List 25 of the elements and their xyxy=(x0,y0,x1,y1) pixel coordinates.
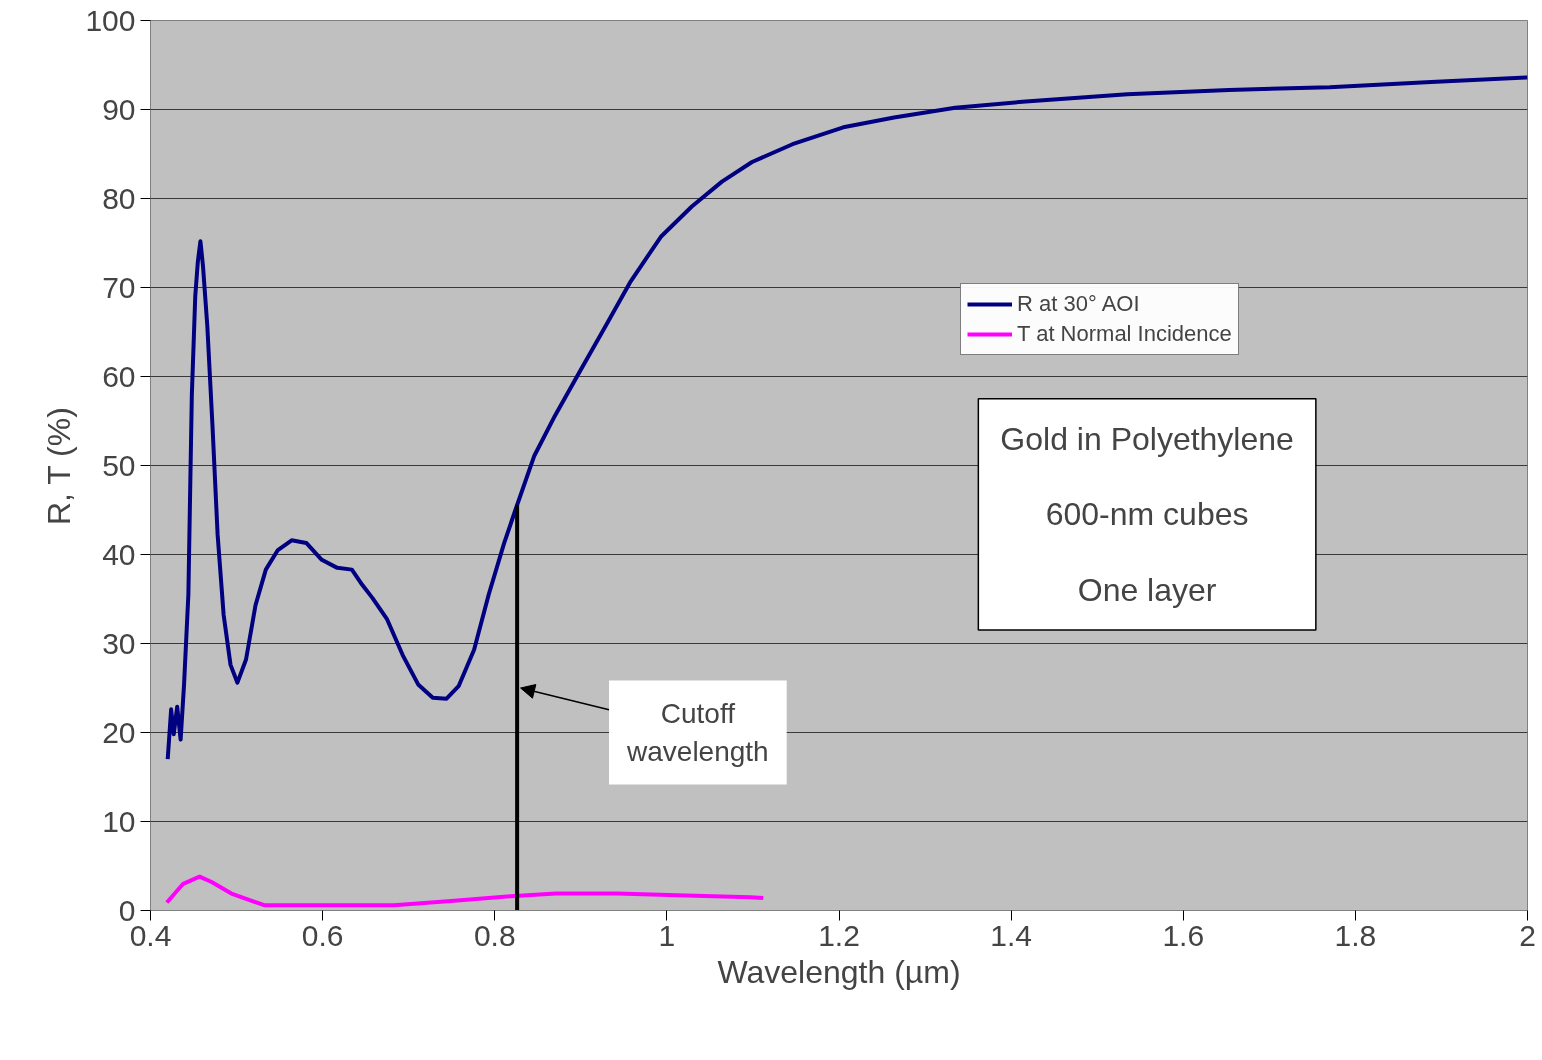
y-tick-label: 20 xyxy=(102,715,136,749)
text: Gold in Polyethylene 600-nm cubes One layer xyxy=(1000,420,1294,609)
y-tick-label: 80 xyxy=(102,181,136,215)
y-tick-label: 10 xyxy=(102,804,136,838)
x-tick-label: 0.6 xyxy=(301,918,344,952)
legend-label: R at 30° AOI xyxy=(1017,290,1140,318)
y-tick-label: 40 xyxy=(102,537,136,571)
y-tick-label: 90 xyxy=(102,92,136,126)
x-tick-label: 1 xyxy=(658,918,676,952)
x-tick-label: 1.2 xyxy=(818,918,860,952)
x-tick-label: 1.6 xyxy=(1162,918,1205,952)
annotation: Cutoff wavelength xyxy=(626,698,769,767)
line-series xyxy=(164,874,766,908)
y-tick-label: 50 xyxy=(102,448,136,482)
x-axis-title: Wavelength (µm) xyxy=(717,953,961,990)
y-tick-label: 60 xyxy=(102,359,136,393)
y-tick-label: 30 xyxy=(102,626,136,660)
x-tick-label: 1.8 xyxy=(1334,918,1377,952)
x-tick-label: 2 xyxy=(1519,918,1536,952)
y-tick-label: 70 xyxy=(102,270,136,304)
y-axis-title: R, T (%) xyxy=(41,407,78,526)
x-tick-label: 1.4 xyxy=(990,918,1032,952)
legend-label: T at Normal Incidence xyxy=(1017,320,1232,348)
y-tick-label: 100 xyxy=(85,3,136,37)
x-tick-label: 0.8 xyxy=(473,918,516,952)
